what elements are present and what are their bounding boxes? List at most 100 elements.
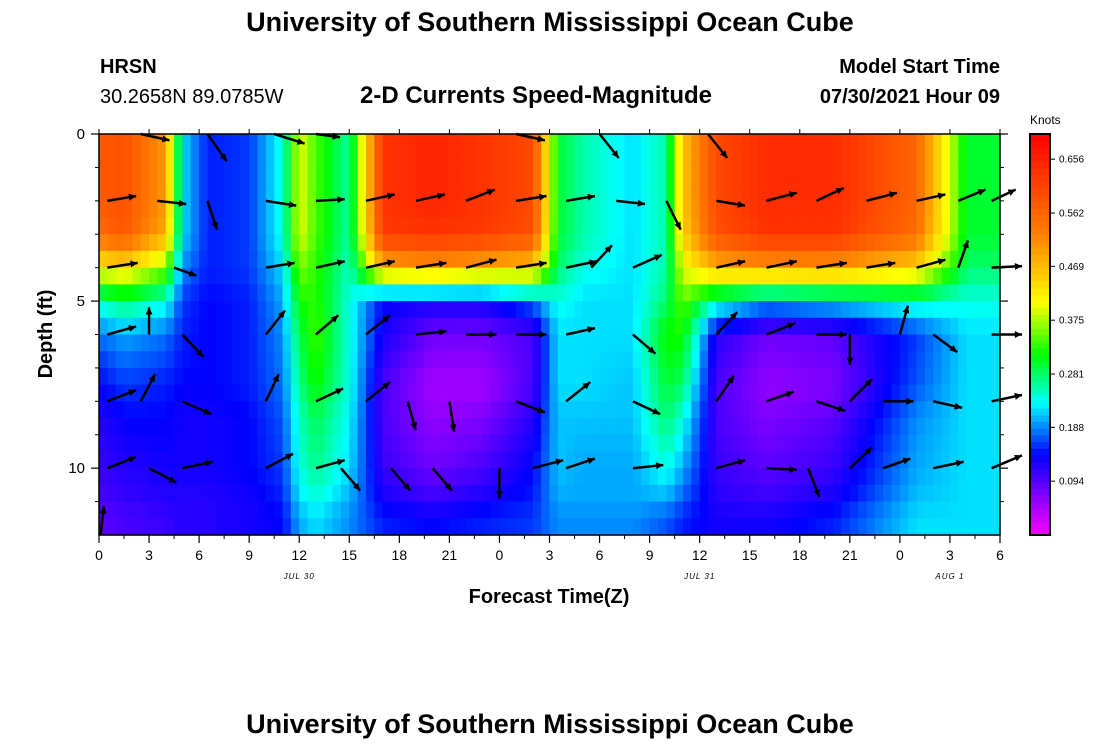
heatmap-cell [624, 267, 634, 285]
x-tick-label: 9 [646, 547, 654, 563]
heatmap-cell [632, 334, 642, 352]
heatmap-cell [324, 134, 334, 152]
heatmap-cell [524, 234, 534, 252]
heatmap-cell [766, 284, 776, 302]
heatmap-cell [132, 284, 142, 302]
heatmap-cell [991, 184, 1001, 202]
heatmap-cell [441, 267, 450, 285]
heatmap-cell [616, 468, 626, 486]
heatmap-cell [599, 301, 609, 319]
heatmap-cell [833, 501, 843, 519]
heatmap-cell [340, 317, 350, 336]
heatmap-cell [532, 451, 542, 469]
heatmap-cell [883, 351, 893, 369]
heatmap-cell [149, 267, 158, 285]
heatmap-cell [632, 518, 642, 536]
heatmap-cell [557, 484, 567, 503]
heatmap-cell [599, 501, 609, 519]
heatmap-cell [799, 234, 809, 252]
heatmap-cell [949, 167, 959, 185]
heatmap-cell [532, 468, 542, 486]
heatmap-cell [758, 301, 767, 319]
vector-arrowhead [382, 382, 390, 390]
heatmap-cell [924, 267, 934, 285]
heatmap-cell [182, 501, 192, 519]
heatmap-cell [758, 284, 767, 302]
heatmap-cell [190, 200, 200, 219]
heatmap-cell [699, 451, 709, 469]
heatmap-cell [99, 217, 108, 235]
heatmap-cell [499, 167, 509, 185]
heatmap-cell [215, 401, 225, 419]
heatmap-cell [549, 200, 559, 219]
heatmap-cell [624, 468, 634, 486]
heatmap-cell [140, 334, 150, 352]
heatmap-cell [849, 434, 859, 453]
heatmap-cell [924, 501, 934, 519]
vector-arrowhead [402, 482, 411, 491]
heatmap-cell [816, 384, 826, 402]
heatmap-cell [591, 334, 601, 352]
heatmap-cell [824, 184, 834, 202]
heatmap-cell [107, 501, 117, 519]
heatmap-cell [324, 334, 334, 352]
heatmap-cell [682, 334, 692, 352]
heatmap-cell [883, 200, 893, 219]
heatmap-cell [808, 451, 818, 469]
heatmap-cell [591, 267, 601, 285]
heatmap-cell [199, 234, 209, 252]
vector-arrowhead [611, 150, 619, 158]
heatmap-cell [524, 134, 534, 152]
heatmap-cell [232, 468, 242, 486]
heatmap-cell [983, 200, 993, 219]
heatmap-cell [140, 267, 150, 285]
heatmap-cell [449, 367, 459, 386]
heatmap-cell [891, 451, 901, 469]
heatmap-cell [207, 384, 217, 402]
heatmap-cell [99, 367, 108, 386]
heatmap-cell [449, 200, 459, 219]
heatmap-cell [407, 167, 417, 185]
heatmap-cell [766, 317, 776, 336]
heatmap-cell [224, 134, 234, 152]
heatmap-cell [107, 150, 117, 169]
heatmap-cell [240, 501, 250, 519]
colorbar-frame [1029, 133, 1051, 536]
heatmap-cell [766, 217, 776, 235]
heatmap-cell [265, 418, 275, 436]
heatmap-cell [824, 234, 834, 252]
heatmap-cell [340, 434, 350, 453]
vector-arrowhead [219, 153, 227, 162]
heatmap-cell [140, 317, 150, 336]
heatmap-cell [874, 284, 884, 302]
heatmap-cell [157, 234, 167, 252]
heatmap-cell [657, 167, 667, 185]
heatmap-cell [399, 334, 409, 352]
heatmap-cell [390, 484, 400, 503]
heatmap-cell [916, 284, 926, 302]
heatmap-cell [958, 384, 968, 402]
heatmap-cell [916, 184, 926, 202]
heatmap-cell [607, 267, 617, 285]
heatmap-cell [733, 468, 742, 486]
heatmap-cell [424, 468, 434, 486]
heatmap-cell [257, 351, 267, 369]
heatmap-cell [574, 468, 584, 486]
colorbar-segment [1030, 501, 1050, 509]
heatmap-cell [307, 150, 317, 169]
heatmap-cell [666, 351, 676, 369]
heatmap-cell [174, 267, 184, 285]
heatmap-cell [724, 301, 734, 319]
heatmap-cell [991, 150, 1001, 169]
heatmap-cell [265, 167, 275, 185]
heatmap-cell [307, 250, 317, 269]
heatmap-cell [816, 317, 826, 336]
heatmap-cell [791, 200, 801, 219]
heatmap-cell [791, 284, 801, 302]
heatmap-cell [574, 150, 584, 169]
colorbar-segment [1030, 174, 1050, 182]
vector-arrowhead [789, 259, 797, 267]
heatmap-cell [733, 234, 742, 252]
heatmap-cell [958, 484, 968, 503]
